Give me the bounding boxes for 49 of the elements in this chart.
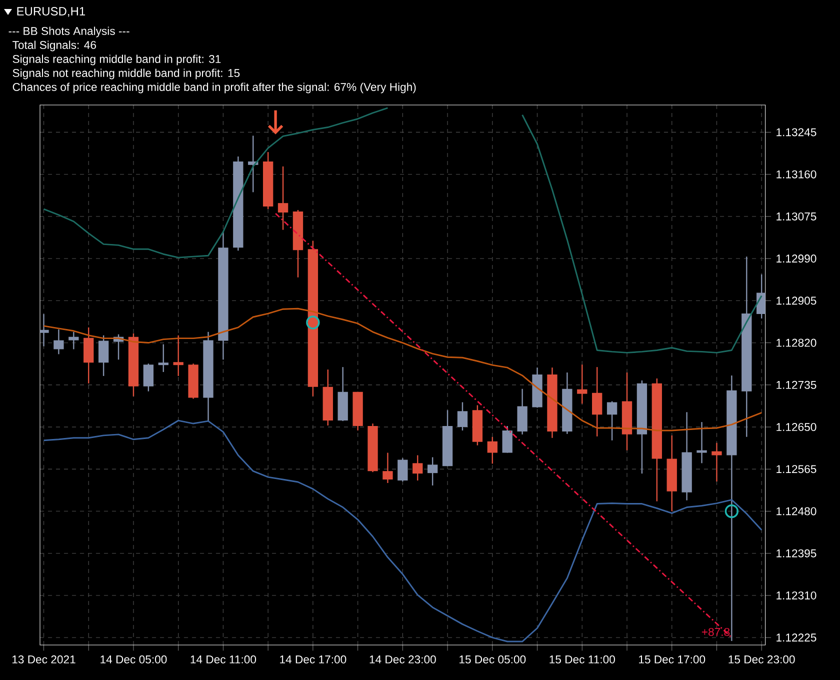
candlestick [712, 442, 722, 482]
x-tick-label: 14 Dec 23:00 [370, 655, 436, 664]
y-tick-label: 1.13160 [776, 170, 816, 178]
chart-title: EURUSD,H1 [17, 7, 86, 17]
x-tick-label: 14 Dec 17:00 [280, 655, 346, 664]
y-tick-label: 1.12480 [776, 507, 816, 516]
y-tick-label: 1.13075 [776, 212, 816, 220]
candlestick [278, 166, 288, 230]
candlestick [502, 425, 512, 454]
x-tick-label: 15 Dec 23:00 [728, 655, 795, 664]
y-tick-label: 1.12990 [776, 254, 816, 263]
candlestick [398, 458, 408, 482]
y-tick-label: 1.12735 [776, 380, 816, 389]
candlestick [98, 334, 109, 377]
candlestick [606, 400, 618, 441]
y-tick-label: 1.12395 [776, 549, 816, 558]
x-tick-label: 14 Dec 11:00 [190, 655, 256, 664]
y-tick-label: 1.12905 [776, 296, 816, 305]
x-tick-label: 15 Dec 05:00 [460, 655, 526, 664]
y-tick-label: 1.12225 [776, 634, 816, 642]
text: Signals not reaching middle band in profit: 15 [12, 68, 240, 80]
candlestick [412, 454, 423, 482]
candlestick [696, 421, 707, 464]
y-tick-label: 1.12820 [776, 338, 816, 347]
x-tick-label: 15 Dec 17:00 [639, 655, 706, 664]
candlestick [40, 313, 49, 347]
x-tick-label: 13 Dec 2021 [12, 655, 76, 664]
candlestick [457, 402, 468, 432]
candlestick [68, 331, 79, 350]
candlestick [54, 328, 64, 355]
y-tick-label: 1.13245 [776, 128, 816, 136]
candlestick [427, 456, 438, 486]
candlestick [173, 334, 184, 377]
candlestick [143, 362, 154, 392]
candlestick [592, 366, 602, 438]
text: Signals reaching middle band in profit: 31 [12, 54, 221, 66]
candlestick [487, 436, 498, 464]
candlestick [158, 344, 168, 373]
y-tick-label: 1.12650 [776, 423, 816, 432]
x-tick-label: 14 Dec 05:00 [100, 655, 167, 664]
candlestick [382, 452, 393, 484]
x-tick-label: 15 Dec 11:00 [550, 655, 615, 664]
text: Total Signals: 46 [12, 40, 96, 52]
text: --- BB Shots Analysis --- [8, 26, 130, 38]
candlestick [577, 364, 588, 404]
y-tick-label: 1.12565 [776, 465, 816, 474]
annotation: +87.8 [702, 628, 730, 636]
y-tick-label: 1.12310 [776, 591, 816, 600]
text: Chances of price reaching middle band in profit after the signal: 67% (Very High) [12, 82, 416, 94]
